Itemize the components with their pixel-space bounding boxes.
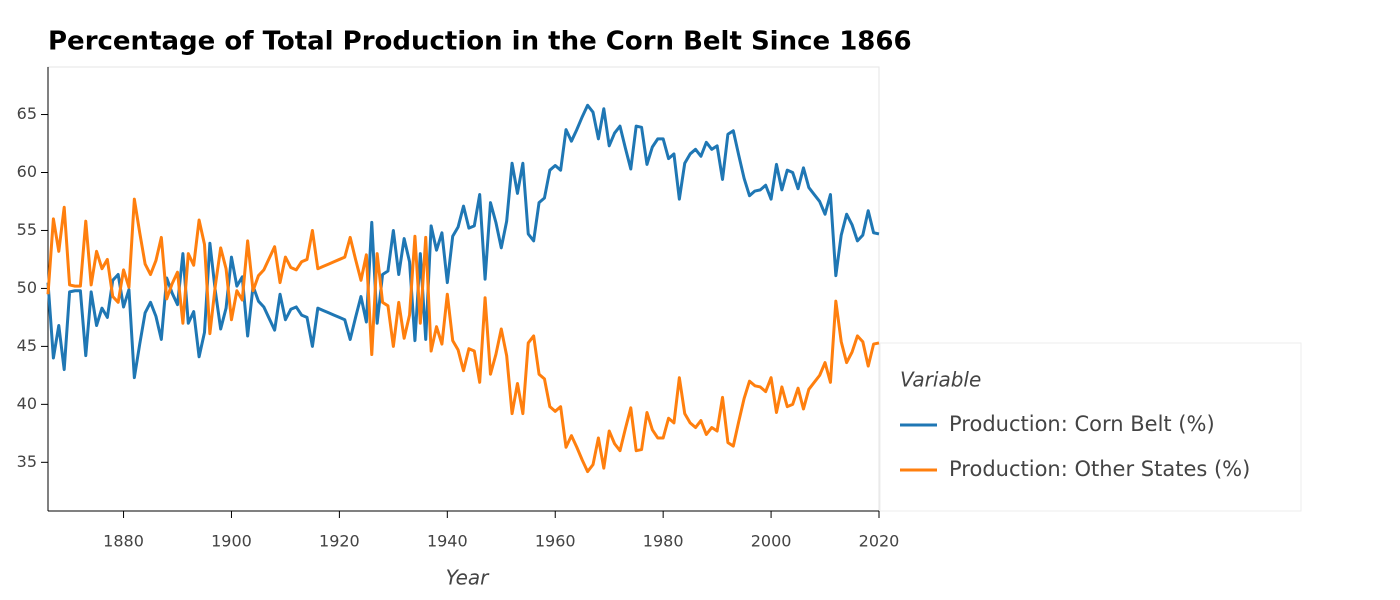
line-series [46,103,880,380]
legend-label: Production: Other States (%) [949,457,1250,481]
x-tick-label: 1960 [535,532,576,551]
chart-title: Percentage of Total Production in the Co… [48,27,912,57]
x-axis-label: Year [446,566,491,590]
line-series [46,197,880,474]
y-tick-label: 45 [17,336,37,355]
legend-box [879,342,1302,512]
y-tick-label: 55 [17,220,37,239]
x-tick-label: 1880 [103,532,144,551]
x-tick-label: 1900 [211,532,252,551]
legend-label: Production: Corn Belt (%) [949,412,1215,436]
x-tick-label: 1920 [319,532,360,551]
x-tick-label: 2020 [859,532,900,551]
y-tick-label: 65 [17,104,37,123]
y-tick-label: 50 [17,278,37,297]
y-tick-label: 60 [17,162,37,181]
legend-title: Variable [900,368,981,392]
x-tick-label: 1940 [427,532,468,551]
x-tick-label: 1980 [643,532,684,551]
x-tick-label: 2000 [751,532,792,551]
plot-frame [47,66,880,512]
y-tick-label: 40 [17,394,37,413]
y-tick-label: 35 [17,452,37,471]
